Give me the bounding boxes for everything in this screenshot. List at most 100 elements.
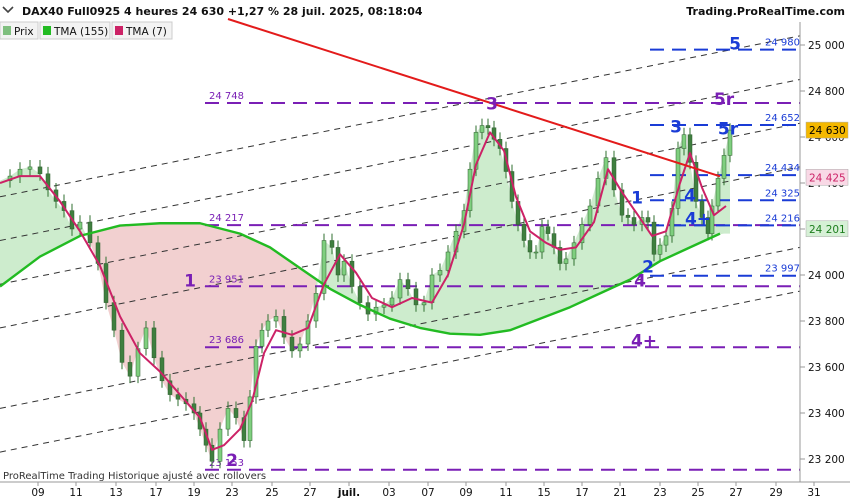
wave-label: 2 (642, 258, 654, 278)
candle-body (485, 125, 491, 129)
area-fill (80, 222, 90, 243)
area-fill (212, 226, 220, 462)
area-fill (194, 223, 200, 430)
candle-body (571, 242, 577, 260)
x-tick-label: 17 (149, 487, 162, 499)
candle-body (527, 240, 533, 253)
candle-body (381, 304, 387, 308)
candle-body (533, 251, 539, 254)
candle-body (445, 251, 451, 271)
level-label: 23 153 (209, 458, 244, 469)
candle-body (563, 258, 569, 264)
candle-body (715, 178, 721, 207)
area-fill (524, 240, 530, 325)
site-label: Trading.ProRealTime.com (686, 5, 845, 18)
candle-body (437, 270, 443, 276)
legend-item-tma7[interactable] (111, 21, 173, 40)
level-label: 24 748 (209, 91, 244, 102)
fill-layer (0, 125, 730, 462)
x-tick-label: 29 (769, 487, 782, 499)
y-tick-label: 23 200 (808, 454, 845, 466)
area-fill (628, 217, 634, 281)
area-fill (506, 171, 512, 331)
level-label: 23 951 (209, 274, 244, 285)
level-label: 23 997 (765, 264, 800, 275)
candle-body (587, 205, 593, 225)
x-tick-label: 23 (225, 487, 238, 499)
x-tick-label: 27 (303, 487, 316, 499)
area-fill (512, 201, 518, 330)
candle-body (281, 316, 287, 338)
candle-body (27, 166, 33, 170)
legend-swatch-prix (3, 26, 11, 35)
area-fill (206, 224, 212, 462)
price-tag (805, 220, 849, 238)
x-tick-label: 15 (537, 487, 550, 499)
candle-body (675, 148, 681, 209)
candle-body (321, 240, 327, 294)
candle-body (651, 221, 657, 255)
x-tick-label: 31 (807, 487, 820, 499)
area-fill (476, 125, 482, 335)
channel-lines (0, 35, 801, 453)
price-tag-label: 24 425 (809, 172, 846, 184)
legend-label-tma7: TMA (7) (125, 26, 167, 38)
area-fill (256, 240, 262, 347)
candle-body (159, 357, 165, 382)
legend-swatch-tma7 (115, 26, 123, 35)
price-tags: 24 630 24 425 24 201 (805, 121, 849, 238)
trendline-layer (227, 18, 721, 178)
y-tick-label: 23 800 (808, 316, 845, 328)
area-fill (64, 210, 72, 245)
level-label: 24 980 (765, 38, 800, 49)
collapse-icon[interactable] (2, 6, 14, 14)
area-fill (642, 217, 648, 273)
candle-body (349, 260, 355, 287)
area-fill (40, 173, 48, 257)
area-fill (276, 251, 284, 338)
x-tick-label: 25 (265, 487, 278, 499)
y-tick-label: 24 800 (808, 86, 845, 98)
candle-body (273, 316, 279, 322)
candle-body (663, 235, 669, 246)
area-fill (530, 252, 536, 323)
area-fill (56, 201, 64, 249)
area-fill (292, 262, 300, 351)
candle-body (175, 394, 181, 400)
area-fill (488, 127, 494, 334)
moving-averages (0, 131, 727, 451)
candle-body (297, 343, 303, 352)
wave-label: 3 (486, 94, 498, 114)
candle-body (357, 286, 363, 303)
candle-body (681, 134, 687, 149)
area-fill (332, 247, 338, 294)
tma7-line (0, 131, 727, 451)
channel-line (0, 290, 801, 453)
candle-body (151, 327, 157, 359)
legend-item-tma155[interactable] (39, 21, 111, 40)
candle-body (645, 217, 651, 223)
area-fill (548, 233, 554, 316)
candle-body (225, 408, 231, 430)
area-fill (236, 232, 244, 441)
x-tick-label: 25 (691, 487, 704, 499)
area-fill (262, 243, 268, 331)
x-tick-label: 09 (31, 487, 44, 499)
area-fill (308, 273, 316, 321)
candle-body (37, 166, 43, 175)
area-fill (268, 246, 276, 321)
area-fill (518, 224, 524, 328)
candle-body (631, 217, 637, 225)
area-fill (220, 228, 228, 430)
candle-body (421, 302, 427, 306)
candle-body (693, 162, 699, 202)
price-tag-label: 24 201 (809, 224, 846, 236)
wave-label: 5r (718, 120, 739, 140)
wave-label: 1 (631, 189, 643, 209)
candle-body (259, 329, 265, 347)
y-tick-label: 23 400 (808, 408, 845, 420)
candle-body (479, 125, 485, 133)
candle-body (619, 189, 625, 216)
price-tag (805, 121, 849, 139)
